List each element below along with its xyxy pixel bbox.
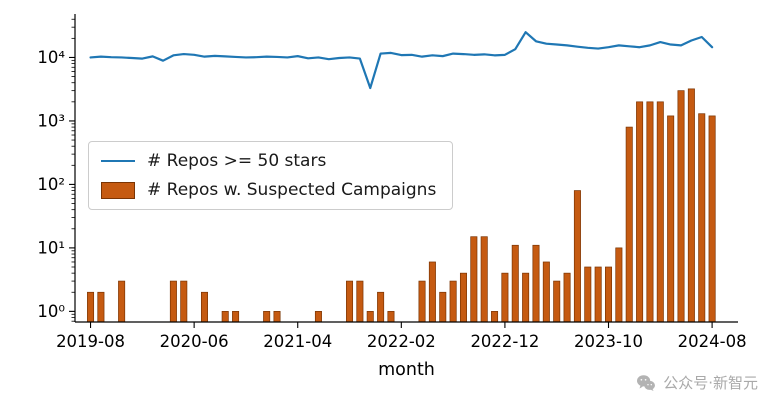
bar [439, 291, 447, 323]
bar [480, 236, 488, 323]
legend-bar-label: # Repos w. Suspected Campaigns [147, 180, 437, 200]
bar [511, 244, 519, 323]
bar [573, 190, 581, 323]
bar [470, 236, 478, 323]
y-tick-label: 10² [37, 175, 65, 194]
bar [169, 280, 177, 323]
bar [522, 272, 530, 323]
bar [273, 311, 281, 323]
bar [594, 266, 602, 323]
bar [501, 272, 509, 323]
bar [636, 101, 644, 323]
x-tick-label: 2022-12 [470, 332, 539, 351]
legend-item-line: # Repos >= 50 stars [101, 151, 436, 171]
bar [356, 280, 364, 323]
y-tick-label: 10³ [37, 111, 65, 130]
bar [346, 280, 354, 323]
x-axis-label: month [378, 360, 435, 380]
bar [542, 261, 550, 323]
bar [605, 266, 613, 323]
y-tick-label: 10⁰ [37, 302, 65, 321]
legend-bar-swatch [101, 181, 135, 199]
bar [491, 311, 499, 323]
x-tick-label: 2021-04 [263, 332, 332, 351]
line-series [89, 31, 714, 90]
bar [656, 101, 664, 323]
bar [646, 101, 654, 323]
bar [615, 247, 623, 323]
x-tick-label: 2019-08 [56, 332, 125, 351]
x-tick-label: 2023-10 [574, 332, 643, 351]
watermark: 公众号·新智元 [636, 372, 758, 393]
bar [366, 311, 374, 323]
legend: # Repos >= 50 stars # Repos w. Suspected… [88, 141, 454, 210]
bar [449, 280, 457, 323]
x-tick-label: 2020-06 [160, 332, 229, 351]
bar [314, 311, 322, 323]
bar [667, 115, 675, 323]
bar [387, 311, 395, 323]
bar [625, 126, 633, 323]
wechat-icon [637, 374, 656, 391]
bar [532, 244, 540, 323]
bar [87, 291, 95, 323]
bar [97, 291, 105, 323]
watermark-text: 公众号·新智元 [663, 374, 758, 392]
bar [180, 280, 188, 323]
bar [418, 280, 426, 323]
bar [459, 272, 467, 323]
bar [708, 115, 716, 323]
bar [563, 272, 571, 323]
x-tick-label: 2022-02 [367, 332, 436, 351]
legend-line-label: # Repos >= 50 stars [147, 151, 327, 171]
bar [428, 261, 436, 323]
bar [200, 291, 208, 323]
legend-item-bar: # Repos w. Suspected Campaigns [101, 180, 436, 200]
bar [232, 311, 240, 323]
legend-line-swatch [101, 160, 135, 162]
x-tick-label: 2024-08 [678, 332, 747, 351]
bar [377, 291, 385, 323]
bar [584, 266, 592, 323]
y-tick-label: 10⁴ [37, 48, 65, 67]
bar [263, 311, 271, 323]
bar [118, 280, 126, 323]
bar [687, 88, 695, 323]
bar [553, 280, 561, 323]
y-tick-label: 10¹ [37, 238, 65, 257]
bar [677, 90, 685, 323]
bar [221, 311, 229, 323]
bar [698, 113, 706, 323]
